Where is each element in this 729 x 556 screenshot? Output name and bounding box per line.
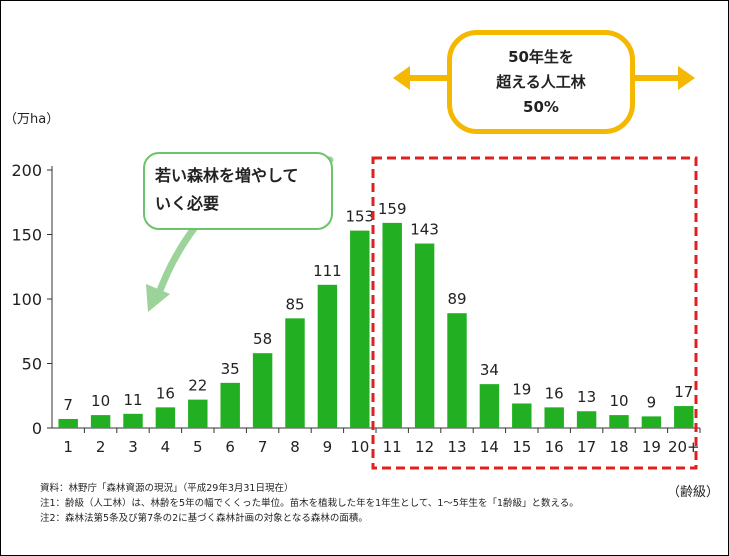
footnotes: 資料：林野庁「森林資源の現況」（平成29年3月31日現在） 注1：齢級（人工林）… (40, 481, 660, 526)
data-label: 89 (447, 290, 466, 308)
x-tick-label: 6 (225, 438, 235, 456)
x-tick-label: 16 (545, 438, 564, 456)
data-label: 19 (512, 380, 531, 398)
callout-line-1: 50年生を (508, 47, 574, 66)
bar-3 (123, 413, 143, 428)
bar-12 (414, 243, 435, 428)
x-tick-label: 4 (161, 438, 171, 456)
data-label: 16 (156, 384, 175, 402)
data-label: 16 (545, 384, 564, 402)
data-label: 34 (480, 361, 499, 379)
x-axis-unit: （齢級） (667, 485, 720, 500)
callout-line-3: 50% (523, 97, 559, 116)
data-label: 85 (285, 295, 304, 313)
young-forest-note: 若い森林を増やして いく必要 (143, 152, 333, 230)
bar-20+ (674, 406, 694, 428)
bar-9 (317, 284, 338, 428)
data-label: 11 (123, 391, 142, 409)
note-line-2: いく必要 (155, 194, 220, 213)
data-label: 22 (188, 377, 207, 395)
over-50-years-callout: 50年生を 超える人工林 50% (447, 30, 635, 134)
x-tick-label: 9 (323, 438, 333, 456)
data-label: 17 (674, 383, 693, 401)
x-tick-label: 11 (383, 438, 402, 456)
x-tick-label: 19 (642, 438, 661, 456)
data-label: 7 (63, 396, 73, 414)
x-tick-label: 3 (128, 438, 138, 456)
x-tick-label: 2 (96, 438, 106, 456)
y-axis-unit: （万ha） (4, 112, 60, 127)
data-label: 10 (609, 392, 628, 410)
bar-2 (90, 415, 111, 428)
bar-16 (544, 407, 564, 428)
x-tick-label: 15 (512, 438, 531, 456)
bar-18 (609, 415, 629, 428)
x-tick-label: 20+ (668, 438, 700, 456)
x-tick-label: 14 (480, 438, 499, 456)
footnote-2: 注2：森林法第5条及び第7条の2に基づく森林計画の対象となる森林の面積。 (40, 513, 368, 524)
y-tick-label: 200 (11, 161, 42, 180)
footnote-source: 資料：林野庁「森林資源の現況」（平成29年3月31日現在） (40, 483, 294, 494)
footnote-1: 注1：齢級（人工林）は、林齢を5年の幅でくくった単位。苗木を植栽した年を1年生と… (40, 498, 579, 509)
bar-10 (350, 230, 370, 428)
bar-6 (220, 382, 240, 428)
x-tick-label: 12 (415, 438, 434, 456)
bar-19 (641, 416, 662, 428)
y-tick-label: 100 (11, 290, 42, 309)
data-label: 10 (91, 392, 110, 410)
callout-line-2: 超える人工林 (496, 72, 586, 91)
data-label: 153 (345, 208, 374, 226)
x-tick-label: 13 (447, 438, 466, 456)
note-line-1: 若い森林を増やして (155, 166, 299, 185)
x-tick-label: 1 (63, 438, 73, 456)
highlight-box (371, 156, 698, 470)
data-label: 9 (647, 393, 657, 411)
data-label: 143 (410, 221, 439, 239)
bar-8 (285, 318, 305, 428)
bar-15 (512, 403, 532, 428)
bar-4 (155, 407, 176, 428)
x-tick-label: 18 (609, 438, 628, 456)
data-label: 159 (378, 200, 407, 218)
data-label: 111 (313, 262, 342, 280)
y-tick-label: 50 (22, 355, 42, 374)
x-tick-label: 17 (577, 438, 596, 456)
bar-14 (479, 384, 500, 428)
bar-1 (58, 418, 78, 428)
x-tick-label: 10 (350, 438, 369, 456)
bar-13 (447, 313, 467, 428)
left-arrow-icon (393, 66, 410, 90)
x-tick-label: 8 (290, 438, 300, 456)
x-tick-label: 5 (193, 438, 203, 456)
bar-17 (576, 411, 597, 428)
y-tick-label: 0 (32, 419, 42, 438)
bar-7 (252, 353, 273, 428)
green-arrowhead-icon (146, 284, 170, 312)
y-tick-label: 150 (11, 226, 42, 245)
data-label: 58 (253, 330, 272, 348)
right-arrow-icon (678, 66, 695, 90)
x-tick-label: 7 (258, 438, 268, 456)
bar-5 (188, 399, 208, 428)
bar-11 (382, 222, 402, 428)
data-label: 13 (577, 388, 596, 406)
data-label: 35 (221, 360, 240, 378)
